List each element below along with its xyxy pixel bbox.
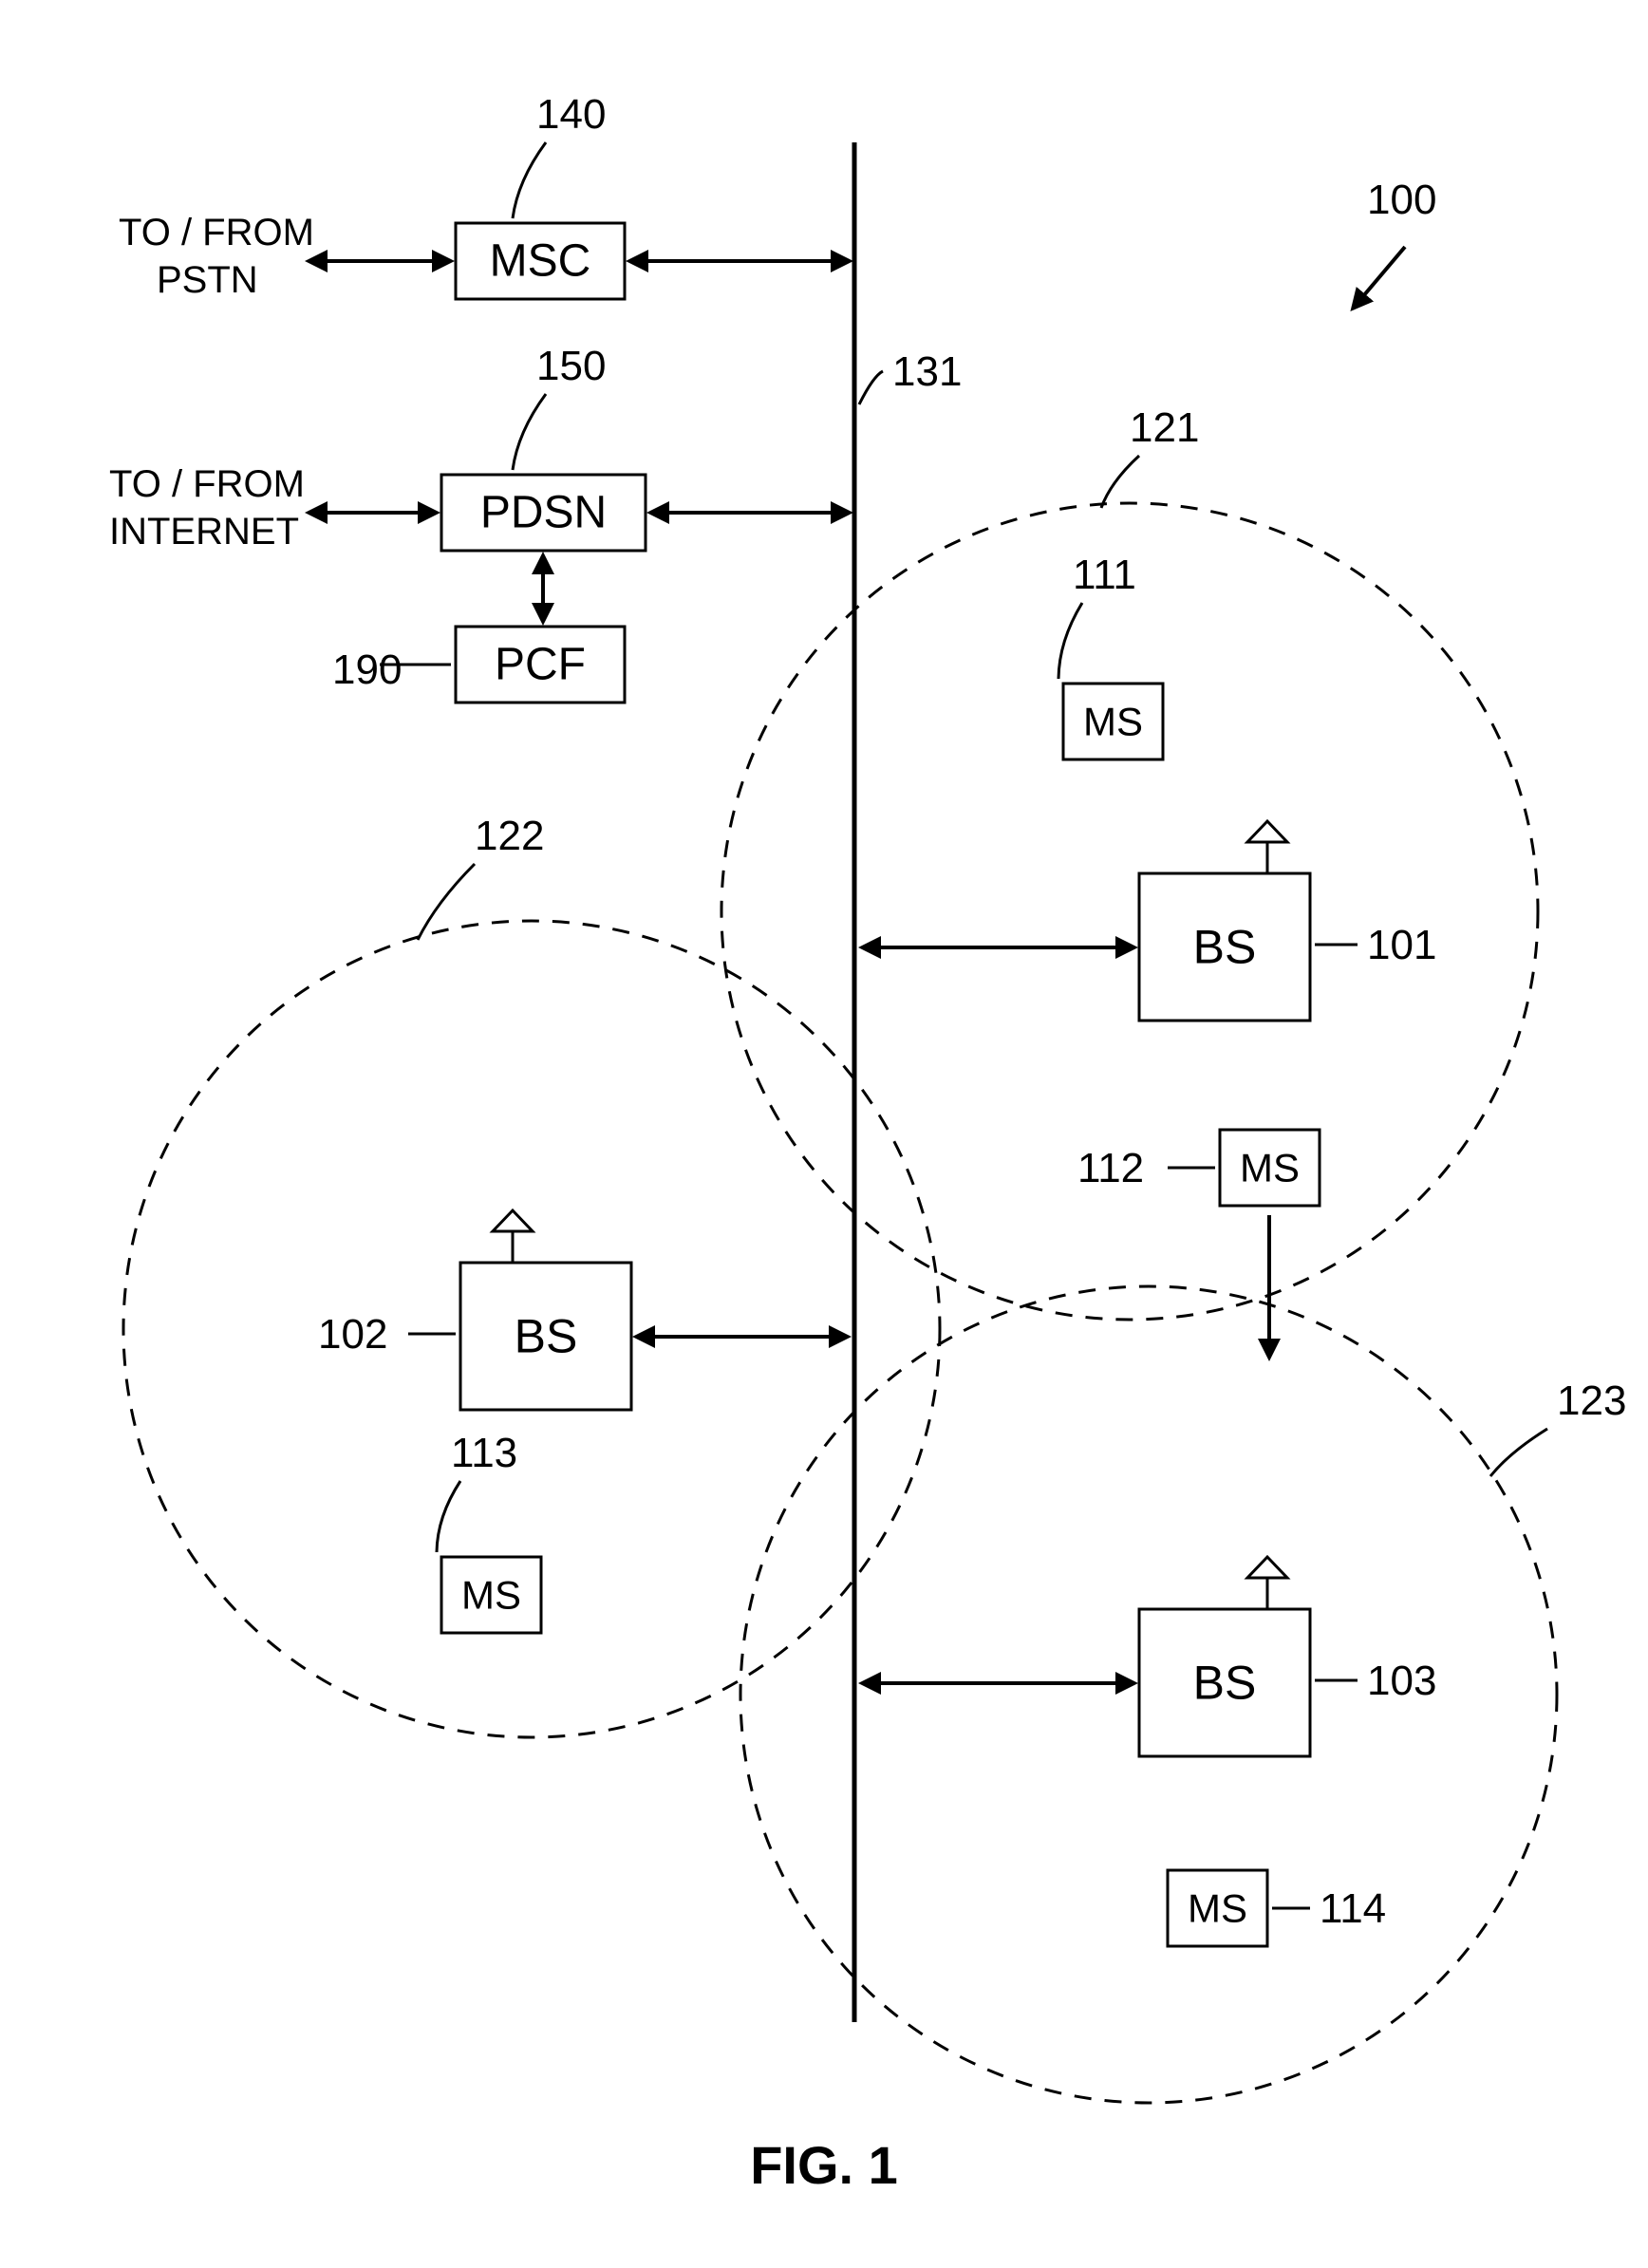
- node-text-ms112: MS: [1240, 1146, 1300, 1190]
- antenna-bs101-icon: [1247, 821, 1287, 873]
- node-ref-ms114: 114: [1320, 1885, 1386, 1932]
- ref-arrow-100: [1353, 247, 1405, 309]
- antenna-bs103-icon: [1247, 1557, 1287, 1609]
- node-leader-ms111: [1058, 603, 1082, 679]
- cell-ref-c121: 121: [1130, 404, 1199, 451]
- text-label-pstn1: TO / FROM: [119, 212, 314, 253]
- node-ms111: MS 111: [1058, 552, 1163, 759]
- node-leader-pdsn: [513, 394, 546, 470]
- text-label-pstn2: PSTN: [157, 259, 258, 301]
- node-text-bs101: BS: [1193, 921, 1257, 974]
- node-text-ms113: MS: [461, 1573, 521, 1618]
- node-ref-bs101: 101: [1367, 922, 1436, 968]
- node-ref-ms111: 111: [1073, 552, 1136, 598]
- cell-ref-c122: 122: [475, 813, 544, 859]
- node-ref-pdsn: 150: [536, 343, 606, 389]
- node-text-ms114: MS: [1188, 1886, 1247, 1931]
- cell-leader-c121: [1101, 456, 1139, 508]
- text-label-inet1: TO / FROM: [109, 463, 305, 505]
- node-ms114: MS 114: [1168, 1870, 1386, 1946]
- node-bs103: BS 103: [1139, 1557, 1436, 1756]
- node-leader-ms113: [437, 1481, 460, 1552]
- cell-c121: [721, 503, 1538, 1320]
- bus-ref-label: 131: [892, 348, 962, 395]
- text-label-inet2: INTERNET: [109, 511, 299, 553]
- antenna-bs102-icon: [493, 1210, 533, 1263]
- node-ms112: MS 112: [1077, 1130, 1320, 1206]
- cell-ref-c123: 123: [1557, 1378, 1626, 1424]
- node-leader-msc: [513, 142, 546, 218]
- node-ref-msc: 140: [536, 91, 606, 138]
- node-ms113: MS 113: [437, 1430, 541, 1633]
- ref-label-100: 100: [1367, 177, 1436, 223]
- node-text-msc: MSC: [490, 236, 591, 287]
- bus-leader: [859, 371, 883, 404]
- node-ref-bs102: 102: [318, 1311, 387, 1358]
- node-text-bs102: BS: [515, 1310, 578, 1363]
- network-diagram: 121 122 123 131 100 MSC 140 PDSN 150 PCF 190 MS 1…: [0, 0, 1648, 2268]
- node-ref-ms113: 113: [451, 1430, 517, 1476]
- node-text-ms111: MS: [1083, 700, 1143, 744]
- node-ref-bs103: 103: [1367, 1658, 1436, 1704]
- node-pcf: PCF 190: [332, 627, 625, 703]
- figure-title: FIG. 1: [750, 2135, 898, 2195]
- node-text-bs103: BS: [1193, 1657, 1257, 1710]
- node-pdsn: PDSN 150: [441, 343, 646, 551]
- node-bs101: BS 101: [1139, 821, 1436, 1021]
- node-msc: MSC 140: [456, 91, 625, 299]
- node-ref-ms112: 112: [1077, 1145, 1144, 1191]
- cell-leader-c123: [1490, 1429, 1547, 1476]
- node-text-pdsn: PDSN: [480, 488, 607, 538]
- node-bs102: BS 102: [318, 1210, 631, 1410]
- node-text-pcf: PCF: [495, 640, 586, 690]
- node-ref-pcf: 190: [332, 647, 402, 693]
